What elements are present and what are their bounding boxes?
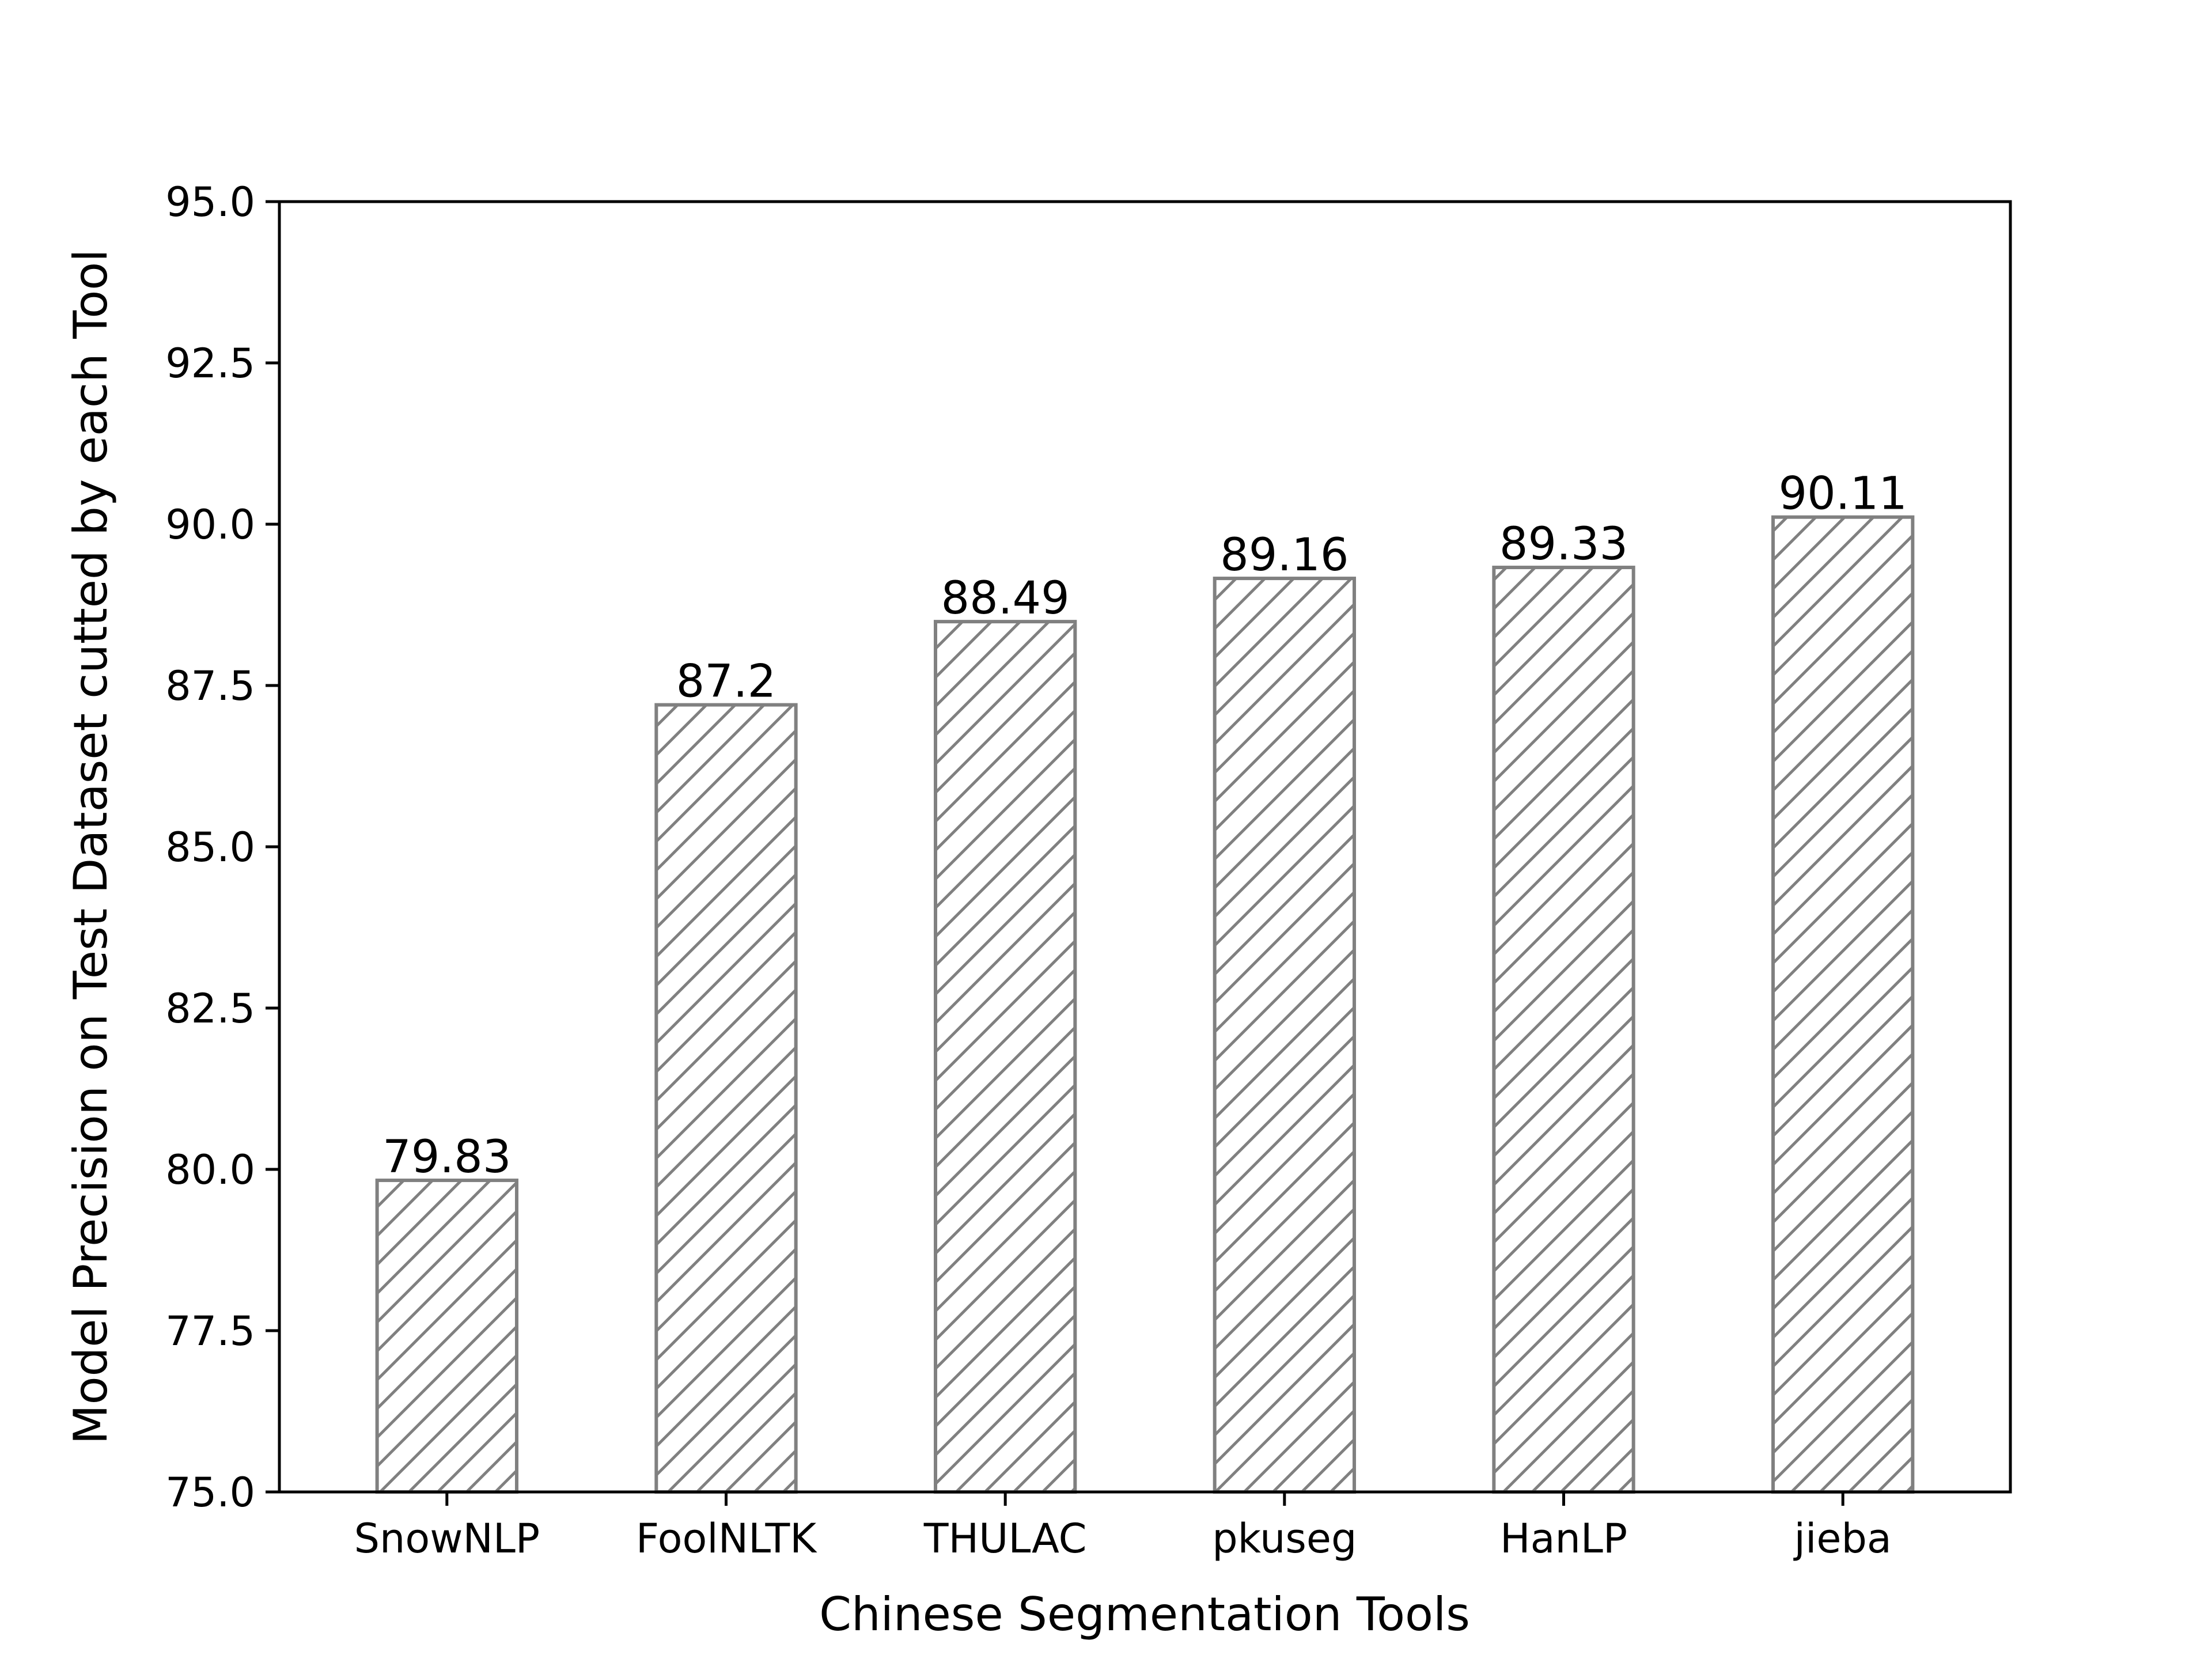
y-tick-label: 95.0 [165,179,255,226]
x-tick-label: FoolNLTK [636,1515,817,1562]
y-tick-label: 77.5 [165,1308,255,1355]
x-tick-label: HanLP [1500,1515,1627,1562]
bar-pkuseg [1213,577,1357,1494]
data-label-snownlp: 79.83 [382,1131,511,1183]
bar-foolnltk [654,703,798,1494]
data-label-jieba: 90.11 [1779,468,1907,520]
bar-snownlp [375,1179,518,1494]
y-tick-label: 90.0 [165,501,255,548]
data-label-hanlp: 89.33 [1499,518,1628,570]
bars-group: 79.83 87.2 88.49 89.16 89.33 90.11 [375,468,1915,1494]
y-tick-label: 85.0 [165,824,255,871]
data-label-foolnltk: 87.2 [676,656,777,708]
y-tick-label: 75.0 [165,1469,255,1516]
x-axis: SnowNLP FoolNLTK THULAC pkuseg HanLP jieba [354,1492,1892,1562]
y-axis-title: Model Precision on Test Dataset cutted b… [64,249,118,1445]
data-label-thulac: 88.49 [941,573,1070,624]
y-axis: 75.0 77.5 80.0 82.5 85.0 87.5 90.0 92.5 95.0 [165,179,279,1516]
y-tick-label: 80.0 [165,1146,255,1194]
x-axis-title: Chinese Segmentation Tools [819,1588,1470,1641]
y-tick-label: 82.5 [165,985,255,1032]
y-tick-label: 92.5 [165,340,255,387]
bar-jieba [1771,515,1915,1494]
bar-thulac [933,620,1077,1494]
x-tick-label: SnowNLP [354,1515,540,1562]
bar-hanlp [1492,566,1635,1494]
x-tick-label: THULAC [923,1515,1087,1562]
plot-frame [278,200,2012,1494]
data-label-pkuseg: 89.16 [1220,529,1349,581]
x-tick-label: jieba [1793,1515,1892,1562]
y-tick-label: 87.5 [165,662,255,710]
x-tick-label: pkuseg [1212,1515,1357,1562]
